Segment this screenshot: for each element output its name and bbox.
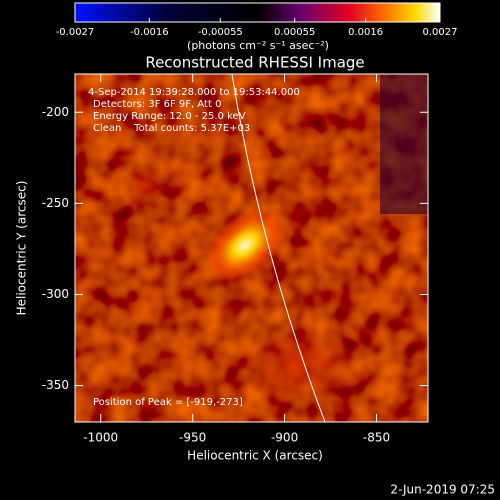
annotation: 4-Sep-2014 19:39:28.000 to 19:53:44.000 [88, 87, 300, 98]
colorbar-tick-label: -0.00055 [198, 27, 243, 38]
y-tick-label: -250 [42, 196, 69, 210]
chart-title: Reconstructed RHESSI Image [145, 54, 364, 72]
x-tick-label: -900 [271, 431, 298, 445]
colorbar-tick-label: 0.0016 [348, 27, 383, 38]
annotation: Detectors: 3F 6F 9F, Att 0 [93, 99, 221, 110]
colorbar-tick-label: -0.0016 [130, 27, 169, 38]
y-tick-label: -350 [42, 378, 69, 392]
colorbar-tick-label: 0.00055 [274, 27, 315, 38]
colorbar-tick-label: 0.0027 [423, 27, 458, 38]
plot-frame [74, 73, 429, 423]
x-tick-label: -950 [179, 431, 206, 445]
x-tick-label: -1000 [83, 431, 118, 445]
y-tick-label: -300 [42, 287, 69, 301]
y-axis-label: Heliocentric Y (arcsec) [15, 181, 29, 316]
x-axis-label: Heliocentric X (arcsec) [187, 449, 323, 463]
x-tick-label: -850 [363, 431, 390, 445]
solar-limb [231, 74, 326, 422]
image [75, 74, 428, 422]
y-tick-label: -200 [42, 105, 69, 119]
annotation: Clean Total counts: 5.37E+03 [93, 123, 250, 134]
annotation: Position of Peak = [-919,-273] [93, 397, 243, 408]
footer-date: 2-Jun-2019 07:25 [390, 483, 495, 497]
annotation: Energy Range: 12.0 - 25.0 keV [93, 111, 246, 122]
colorbar-label: (photons cm⁻² s⁻¹ asec⁻²) [187, 39, 329, 52]
colorbar-tick-label: -0.0027 [56, 27, 95, 38]
colorbar [74, 2, 441, 23]
